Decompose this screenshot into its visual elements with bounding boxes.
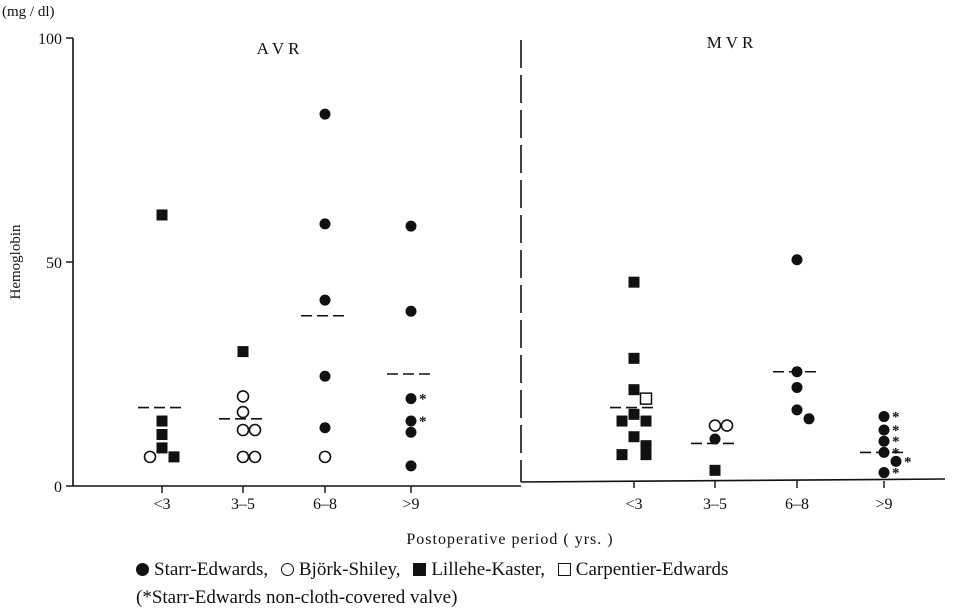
axes: 0 50 100 <3 3–5 6–8 >9 <3 3–5 6–8 >9 (38, 31, 946, 513)
filled-circle-marker (319, 422, 331, 434)
y-tick-label: 100 (38, 31, 62, 48)
legend-item-carpentier-edwards: Carpentier-Edwards (557, 557, 729, 583)
open-circle-marker (708, 419, 722, 432)
x-axis-label: Postoperative period ( yrs. ) (406, 531, 613, 548)
asterisk-marker: * (419, 392, 427, 408)
open-circle-icon (280, 563, 294, 576)
legend-label: Lillehe-Kaster, (431, 559, 546, 580)
open-circle-marker (318, 450, 332, 464)
filled-circle-marker (319, 218, 331, 230)
x-tick-label: 3–5 (231, 496, 255, 513)
filled-circle-marker (791, 381, 803, 393)
filled-square-marker (616, 415, 628, 427)
filled-circle-marker (319, 370, 331, 382)
filled-circle-marker (405, 415, 417, 427)
x-tick-label: <3 (153, 496, 170, 513)
filled-square-icon (413, 563, 427, 576)
filled-circle-marker (405, 460, 417, 472)
y-axis-label: Hemoglobin (8, 224, 24, 299)
legend-note: (*Starr-Edwards non-cloth-covered valve) (136, 587, 458, 608)
filled-square-marker (237, 346, 249, 358)
filled-square-marker (168, 451, 180, 463)
x-tick-label: 6–8 (785, 496, 809, 513)
x-tick-label: <3 (625, 496, 642, 513)
open-circle-marker (248, 450, 262, 464)
filled-circle-marker (405, 305, 417, 317)
filled-circle-icon (136, 563, 149, 576)
filled-square-marker (616, 449, 628, 461)
filled-square-marker (156, 209, 168, 221)
filled-circle-marker (405, 426, 417, 438)
legend: Starr-Edwards, Björk-Shiley, Lillehe-Kas… (136, 557, 728, 583)
open-square-marker (639, 392, 653, 405)
filled-circle-marker (878, 411, 890, 423)
filled-circle-marker (878, 424, 890, 436)
legend-item-starr-edwards: Starr-Edwards, (136, 557, 268, 583)
filled-square-marker (156, 428, 168, 440)
asterisk-marker: * (892, 423, 900, 439)
filled-circle-marker (878, 435, 890, 447)
x-tick-label: >9 (402, 496, 419, 513)
filled-square-marker (628, 431, 640, 443)
legend-label: Björk-Shiley, (298, 559, 401, 580)
y-tick-label: 50 (46, 255, 62, 272)
filled-circle-marker (791, 254, 803, 266)
y-tick-label: 0 (54, 479, 62, 496)
x-tick-label: >9 (875, 496, 892, 513)
open-circle-marker (248, 423, 262, 437)
filled-square-marker (709, 464, 721, 476)
open-circle-marker (236, 405, 250, 419)
x-tick-label: 3–5 (703, 496, 727, 513)
x-tick-label: 6–8 (313, 496, 337, 513)
filled-square-marker (640, 415, 652, 427)
filled-square-marker (628, 276, 640, 288)
filled-circle-marker (890, 455, 902, 467)
asterisk-marker: * (892, 466, 900, 482)
filled-circle-marker (791, 366, 803, 378)
filled-circle-marker (405, 393, 417, 405)
filled-circle-marker (791, 404, 803, 416)
filled-circle-marker (878, 446, 890, 458)
open-circle-marker (720, 419, 734, 432)
filled-square-marker (156, 415, 168, 427)
open-circle-marker (236, 450, 250, 464)
open-circle-marker (236, 390, 250, 403)
asterisk-marker: * (904, 454, 912, 470)
legend-item-lillehe-kaster: Lillehe-Kaster, (413, 557, 545, 583)
filled-circle-marker (709, 433, 721, 445)
filled-circle-marker (319, 108, 331, 120)
filled-square-marker (628, 408, 640, 420)
asterisk-marker: * (892, 445, 900, 461)
filled-square-marker (628, 384, 640, 396)
open-circle-marker (236, 423, 250, 437)
y-unit-label: (mg / dl) (2, 4, 55, 20)
legend-label: Starr-Edwards, (154, 559, 269, 580)
asterisk-marker: * (419, 414, 427, 430)
data-marks: ** ****** (138, 108, 912, 482)
filled-square-marker (156, 442, 168, 454)
filled-circle-marker (803, 413, 815, 425)
filled-circle-marker (405, 220, 417, 232)
panel-title-avr: A V R (257, 39, 301, 58)
panel-title-mvr: M V R (707, 33, 754, 52)
x-axis-line-mvr (520, 478, 946, 483)
asterisk-marker: * (892, 434, 900, 450)
filled-square-marker (640, 449, 652, 461)
asterisk-marker: * (892, 410, 900, 426)
filled-square-marker (628, 352, 640, 364)
legend-label: Carpentier-Edwards (575, 559, 729, 580)
filled-square-marker (640, 440, 652, 452)
open-square-icon (557, 563, 571, 576)
legend-item-bjork-shiley: Björk-Shiley, (280, 557, 401, 583)
filled-circle-marker (878, 467, 890, 479)
open-circle-marker (143, 450, 157, 464)
filled-circle-marker (319, 294, 331, 306)
